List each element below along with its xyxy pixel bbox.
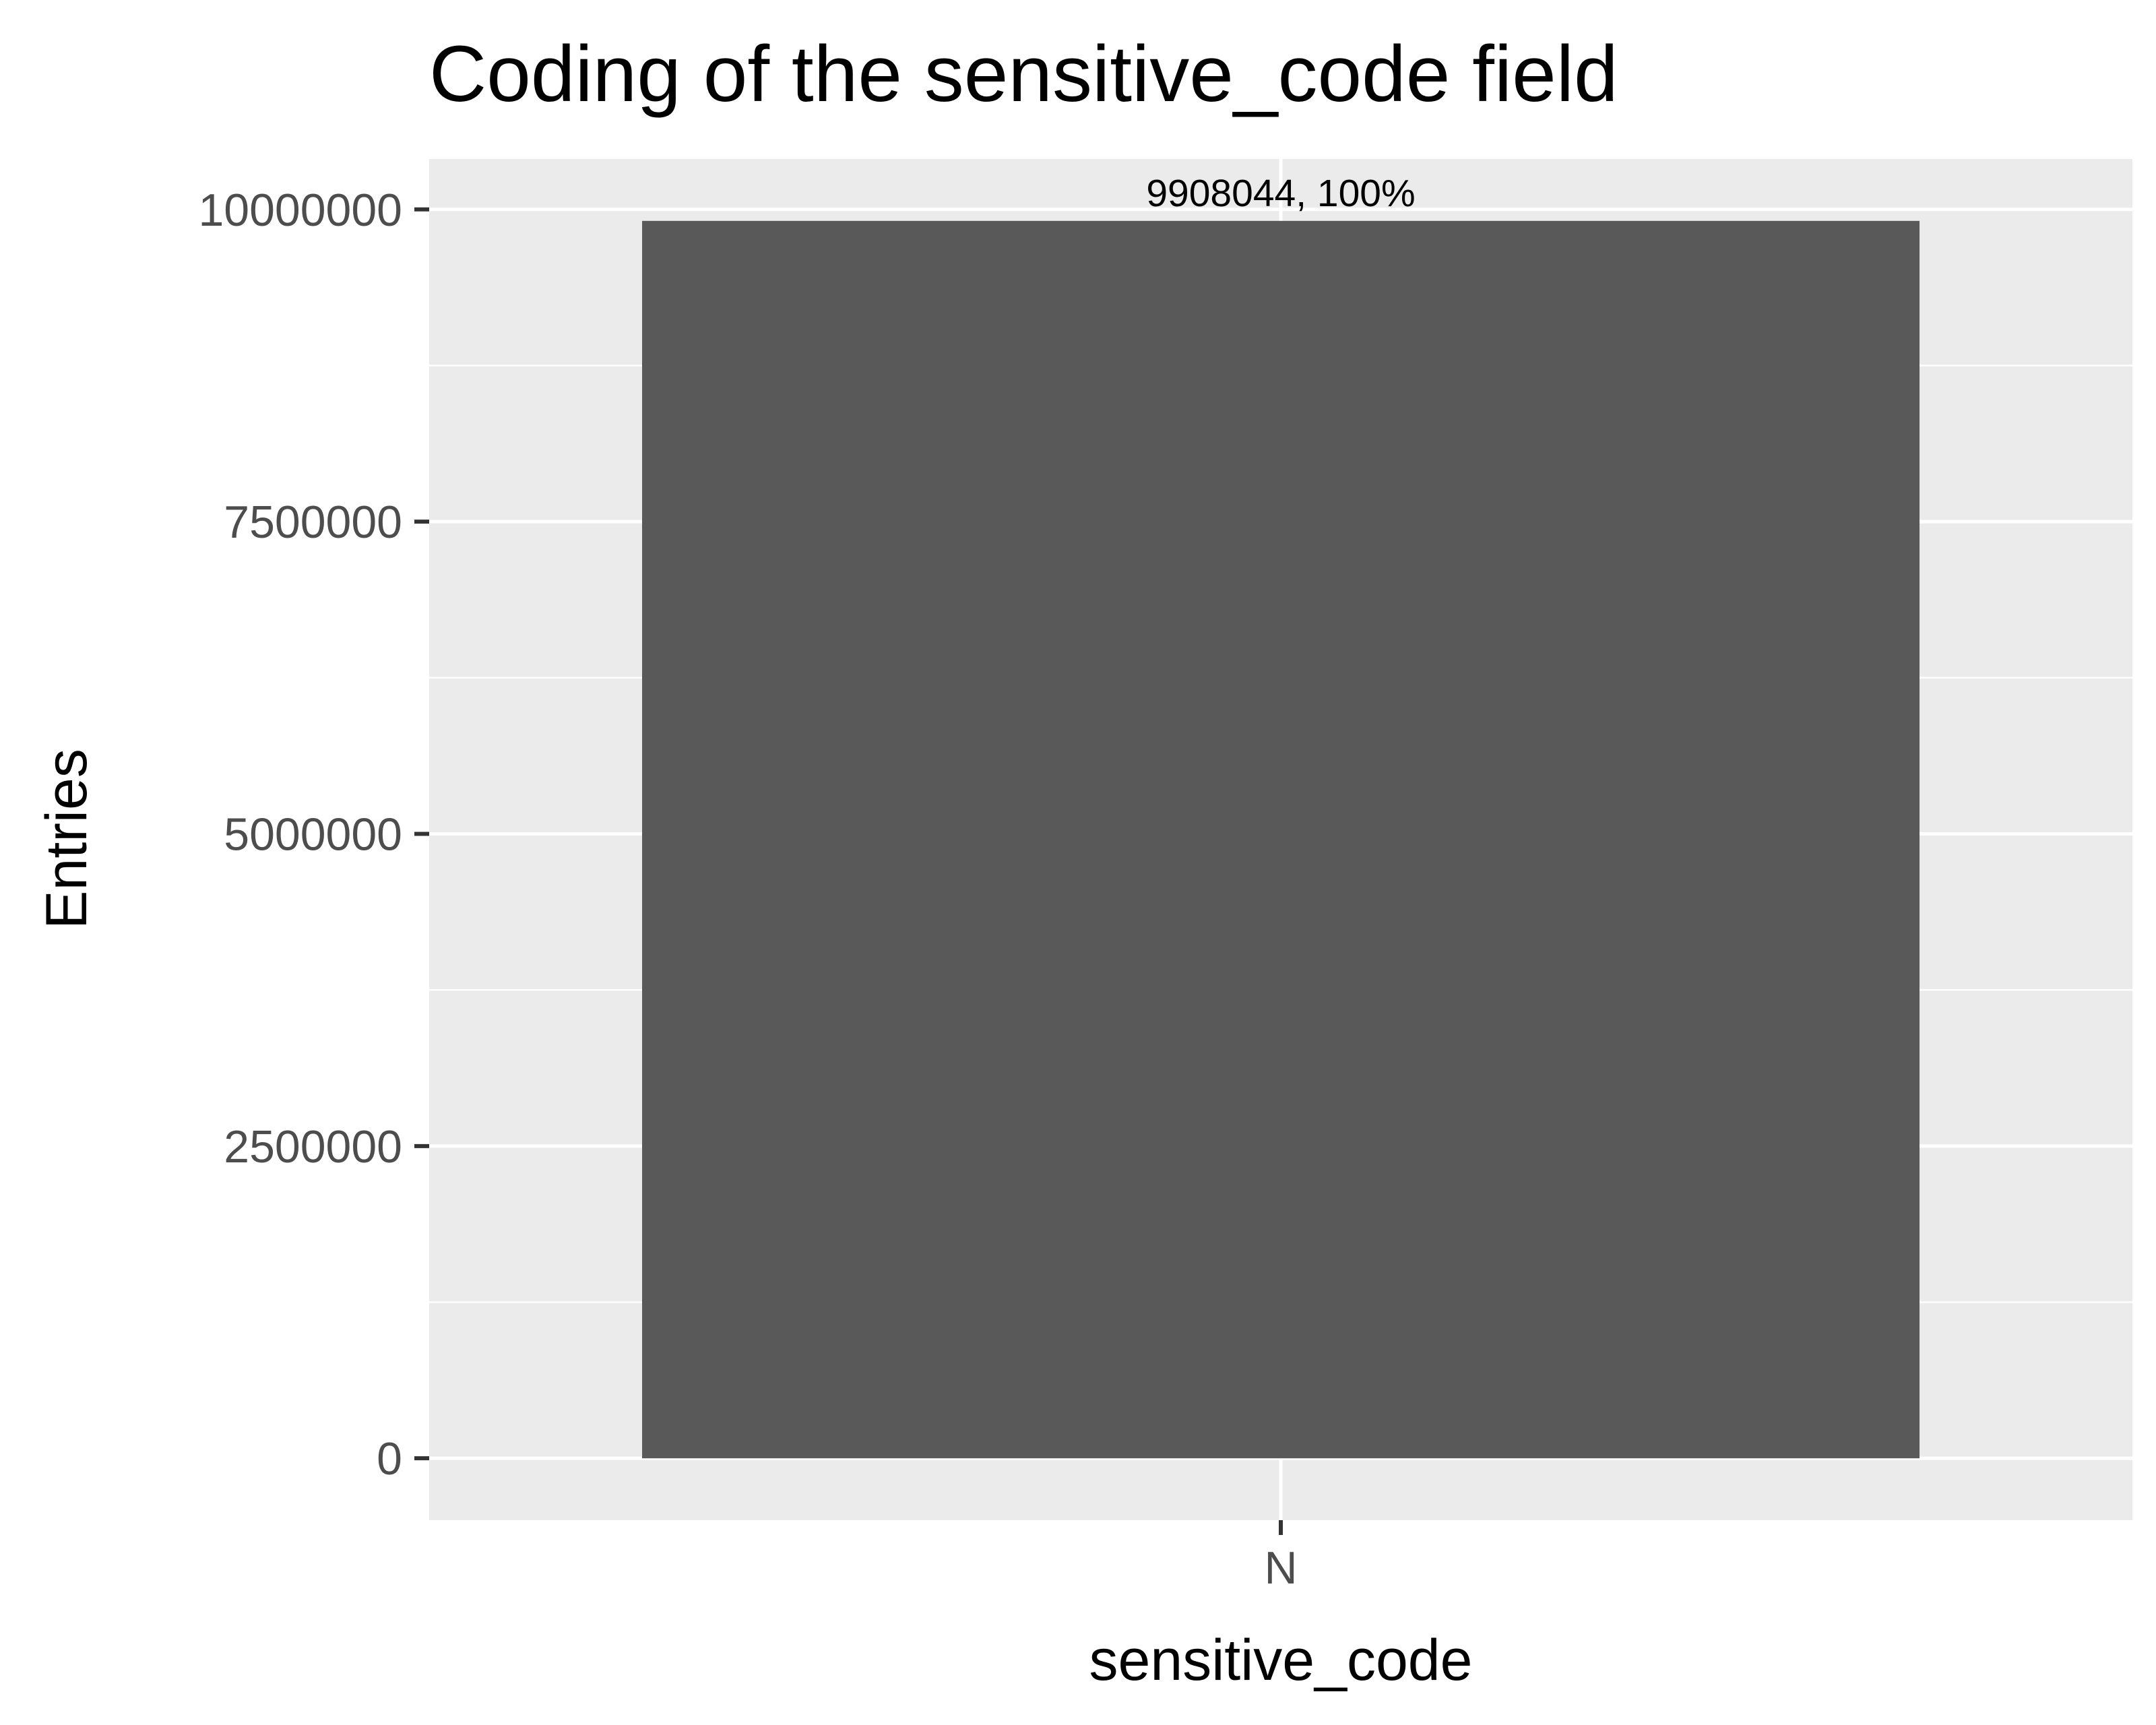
- y-axis: 0 2500000 5000000 7500000 10000000: [198, 185, 429, 1484]
- x-axis-title: sensitive_code: [1089, 1628, 1473, 1693]
- y-tick-label: 10000000: [198, 185, 402, 236]
- y-tick-label: 0: [377, 1433, 402, 1484]
- data-labels: 9908044, 100%: [1146, 172, 1415, 215]
- y-tick-label: 5000000: [224, 809, 402, 860]
- chart-title: Coding of the sensitive_code field: [429, 30, 1618, 119]
- y-axis-title: Entries: [34, 749, 99, 929]
- bars: [642, 220, 1920, 1459]
- x-axis: N: [1264, 1520, 1298, 1594]
- data-label: 9908044, 100%: [1146, 172, 1415, 215]
- y-tick-label: 2500000: [224, 1121, 402, 1172]
- x-tick-label: N: [1264, 1542, 1297, 1594]
- y-tick-label: 7500000: [224, 497, 402, 548]
- bar-N: [642, 220, 1920, 1459]
